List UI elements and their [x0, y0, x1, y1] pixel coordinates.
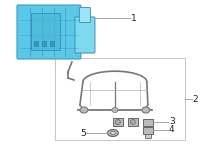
FancyBboxPatch shape [128, 118, 138, 126]
Text: 5: 5 [80, 128, 86, 137]
Bar [50, 41, 54, 46]
Ellipse shape [130, 120, 135, 125]
FancyBboxPatch shape [145, 126, 151, 131]
FancyBboxPatch shape [31, 14, 60, 51]
FancyBboxPatch shape [143, 127, 153, 134]
Ellipse shape [80, 107, 88, 113]
Ellipse shape [112, 107, 118, 112]
Ellipse shape [107, 130, 118, 137]
FancyBboxPatch shape [143, 119, 153, 126]
Ellipse shape [110, 131, 115, 135]
Bar [34, 41, 38, 46]
FancyBboxPatch shape [79, 7, 90, 22]
FancyBboxPatch shape [145, 134, 151, 138]
Text: 1: 1 [131, 14, 137, 22]
FancyBboxPatch shape [75, 17, 95, 53]
FancyBboxPatch shape [17, 5, 81, 59]
Text: 2: 2 [193, 95, 198, 103]
Bar [55, 58, 185, 140]
Text: 3: 3 [169, 117, 175, 127]
FancyBboxPatch shape [113, 118, 123, 126]
Ellipse shape [142, 107, 150, 113]
Bar [42, 41, 46, 46]
Ellipse shape [115, 120, 120, 125]
Text: 4: 4 [169, 126, 174, 135]
